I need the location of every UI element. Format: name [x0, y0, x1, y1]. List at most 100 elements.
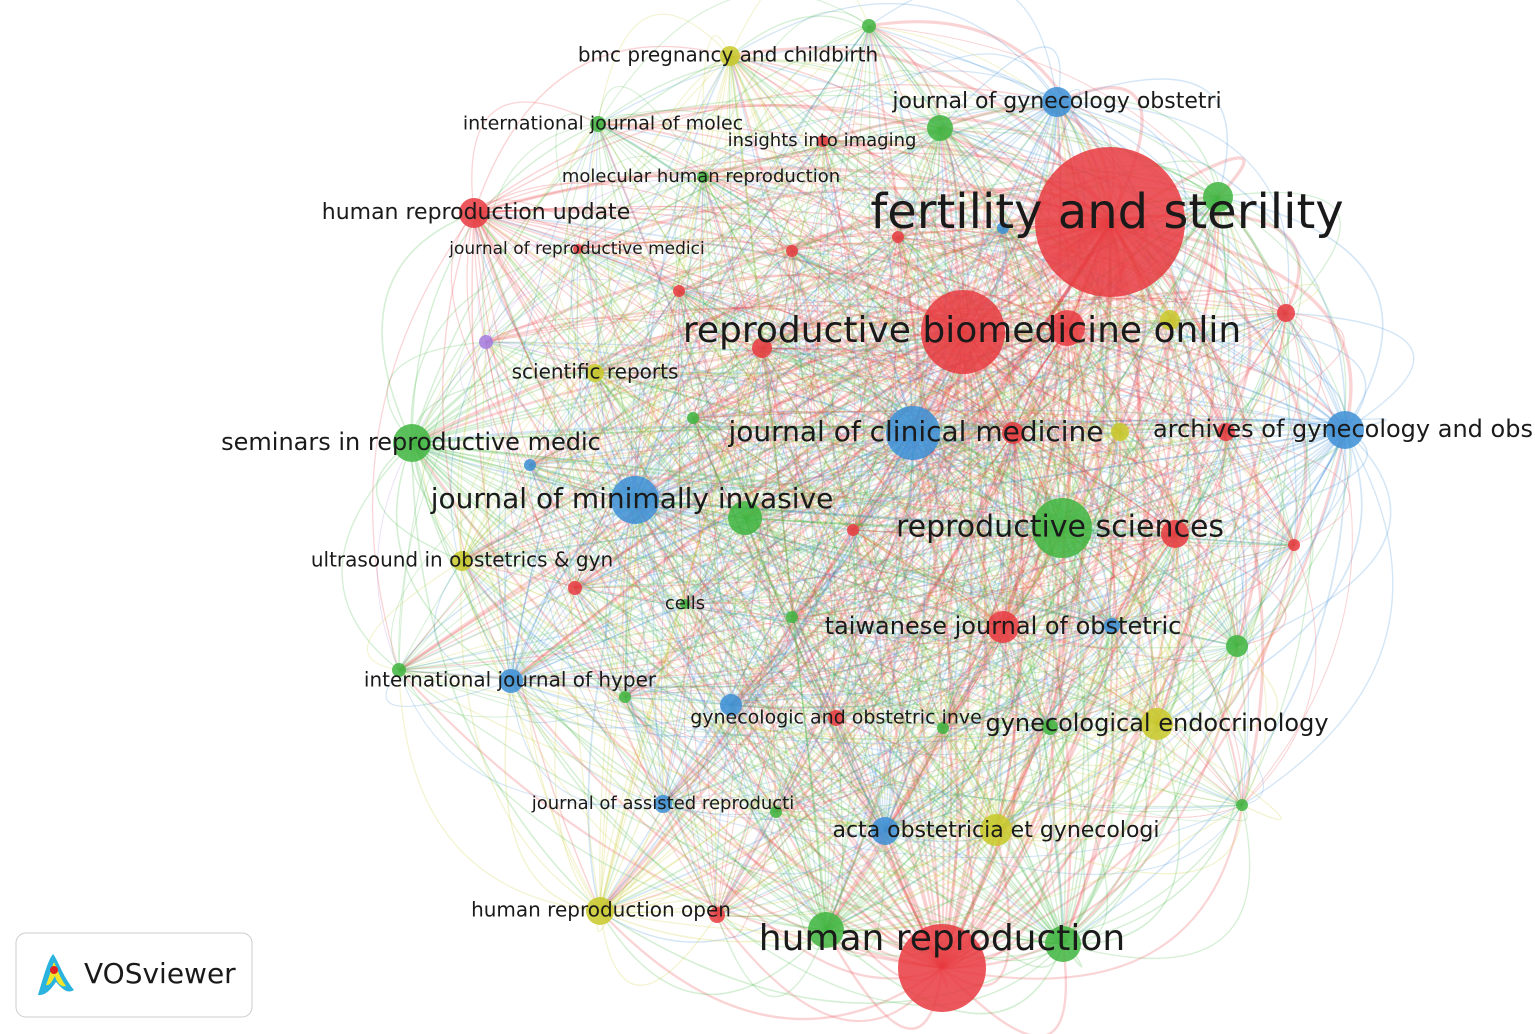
edge: [791, 236, 899, 618]
edge: [684, 250, 793, 605]
edge: [411, 442, 854, 531]
edge: [577, 248, 746, 519]
edge: [583, 372, 636, 501]
edge: [461, 560, 777, 813]
edge: [597, 123, 1346, 431]
edge: [716, 625, 1113, 916]
edge: [477, 244, 579, 343]
edge: [825, 431, 1121, 931]
edge: [743, 517, 944, 969]
edge: [473, 212, 732, 706]
edge: [461, 560, 1051, 728]
edge: [574, 587, 886, 832]
edge: [868, 25, 1063, 529]
edge: [791, 250, 1176, 535]
edge: [398, 499, 636, 671]
edge: [791, 616, 827, 931]
edge: [599, 717, 837, 913]
edge: [398, 527, 1063, 671]
edge: [744, 517, 1243, 806]
edge: [716, 727, 944, 918]
edge: [461, 560, 837, 719]
edge: [473, 212, 1227, 433]
edge: [529, 464, 943, 969]
edge: [775, 527, 1063, 813]
edge: [1002, 227, 1085, 529]
edge: [1012, 432, 1295, 546]
edge: [473, 212, 686, 605]
node: [1236, 799, 1248, 811]
edge: [398, 669, 1243, 807]
edge: [884, 312, 1287, 832]
edge: [822, 140, 856, 531]
edge: [684, 603, 944, 729]
edge: [941, 527, 1067, 970]
edge: [912, 419, 1227, 434]
edge: [791, 250, 1158, 725]
edge: [624, 517, 746, 698]
edge: [473, 209, 1068, 329]
edge: [459, 372, 596, 562]
edge: [471, 101, 599, 214]
edge: [1002, 227, 1163, 725]
edge: [775, 431, 1227, 813]
edge: [939, 126, 986, 333]
edge: [574, 587, 1238, 649]
edge: [597, 109, 899, 238]
node-label: gynecologic and obstetric inve: [690, 707, 982, 729]
edge: [939, 127, 1295, 546]
edge: [624, 696, 886, 835]
edge: [941, 723, 1159, 970]
edge: [744, 432, 1014, 519]
edge: [684, 533, 1176, 605]
edge: [822, 140, 1295, 546]
edge: [791, 250, 1051, 728]
edge: [912, 432, 1002, 831]
edge: [662, 327, 1068, 805]
edge: [692, 410, 1014, 434]
edge: [1066, 327, 1149, 627]
edge: [1236, 312, 1351, 647]
edge: [730, 544, 1295, 706]
edge: [852, 312, 1287, 531]
edge: [597, 123, 1287, 314]
edge: [510, 645, 1238, 696]
node: [828, 710, 844, 726]
edge: [729, 55, 827, 931]
edge: [599, 347, 763, 912]
edge: [485, 218, 1111, 344]
edge: [577, 248, 1176, 535]
edge: [597, 59, 941, 129]
edge: [461, 101, 1058, 562]
edge: [398, 669, 664, 807]
edge: [912, 432, 1238, 647]
edge: [596, 123, 943, 969]
edge: [634, 431, 1121, 501]
node: [709, 907, 725, 923]
node: [1226, 635, 1248, 657]
edge: [510, 319, 1171, 682]
edge: [577, 248, 943, 969]
edge: [942, 527, 1066, 729]
edge: [730, 319, 1171, 706]
edge: [1056, 78, 1228, 198]
edge: [529, 431, 1121, 466]
edge: [678, 272, 1068, 329]
edge: [941, 544, 1296, 969]
edge: [730, 429, 1346, 706]
edge: [599, 527, 1063, 912]
edge: [634, 431, 1227, 501]
edge: [897, 236, 1227, 433]
edge: [510, 290, 680, 682]
edge: [867, 25, 945, 969]
edge: [994, 221, 1121, 831]
edge: [371, 212, 475, 671]
edge: [1156, 429, 1363, 725]
edge: [822, 140, 886, 832]
node: [752, 338, 772, 358]
edge: [730, 432, 1014, 706]
edge: [466, 212, 576, 589]
edge: [684, 603, 1243, 806]
edge: [1002, 327, 1089, 628]
edge: [941, 432, 1025, 969]
